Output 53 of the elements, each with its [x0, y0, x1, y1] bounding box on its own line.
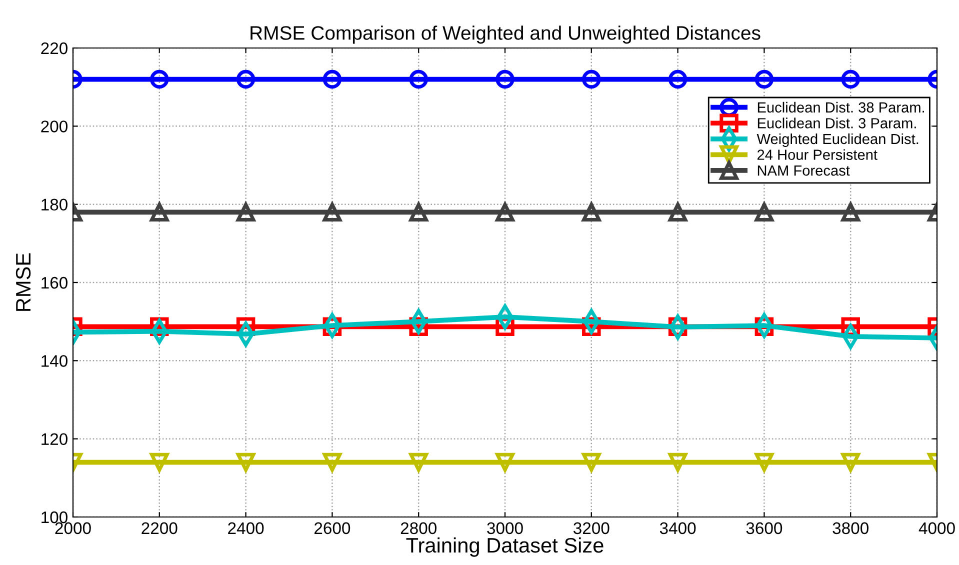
point: [322, 70, 342, 89]
legend-label: NAM Forecast: [758, 166, 850, 176]
point: [582, 70, 601, 89]
point: [409, 70, 428, 89]
x-tick-label: 3400: [660, 522, 696, 534]
x-tick-label: 3600: [746, 522, 782, 534]
y-axis-title: RMSE: [16, 253, 31, 311]
legend-label: Weighted Euclidean Dist.: [756, 133, 918, 148]
point: [236, 202, 256, 222]
point: [668, 452, 688, 472]
point: [322, 452, 342, 472]
y-tick-label: 120: [42, 433, 68, 446]
x-tick-label: 3200: [574, 522, 610, 534]
point: [841, 202, 860, 222]
point: [582, 202, 601, 222]
point: [150, 202, 169, 222]
point: [841, 70, 860, 89]
point: [582, 452, 601, 472]
y-tick-label: 180: [42, 198, 68, 211]
x-tick-label: 2600: [314, 522, 350, 534]
y-tick-label: 160: [42, 276, 68, 289]
x-tick-label: 3800: [832, 522, 868, 534]
point: [754, 202, 774, 222]
legend-label: Euclidean Dist. 3 Param.: [758, 118, 916, 128]
point: [841, 452, 860, 472]
point: [236, 452, 256, 472]
x-axis-title: Training Dataset Size: [406, 537, 604, 557]
point: [322, 202, 342, 222]
x-tick-label: 3000: [487, 522, 523, 534]
x-tick-label: 2800: [400, 522, 436, 534]
x-tick-label: 2200: [142, 522, 178, 534]
legend-label: Euclidean Dist. 38 Param.: [758, 102, 924, 113]
x-tick-label: 4000: [918, 522, 955, 534]
point: [754, 70, 774, 89]
y-tick-label: 200: [41, 120, 68, 132]
point: [150, 70, 169, 89]
chart-title: RMSE Comparison of Weighted and Unweighted Distances: [250, 26, 760, 44]
point: [409, 202, 428, 222]
point: [496, 202, 514, 222]
x-tick-label: 2000: [55, 522, 91, 534]
point: [150, 452, 169, 472]
point: [236, 70, 256, 89]
legend-label: 24 Hour Persistent: [757, 149, 878, 160]
point: [754, 452, 774, 472]
x-tick-label: 2400: [228, 522, 264, 534]
point: [496, 70, 514, 89]
y-tick-label: 140: [42, 355, 68, 367]
point: [668, 202, 688, 222]
point: [496, 452, 514, 472]
y-tick-label: 100: [42, 511, 68, 524]
point: [409, 452, 428, 472]
point: [668, 70, 688, 89]
y-tick-label: 220: [41, 42, 68, 54]
